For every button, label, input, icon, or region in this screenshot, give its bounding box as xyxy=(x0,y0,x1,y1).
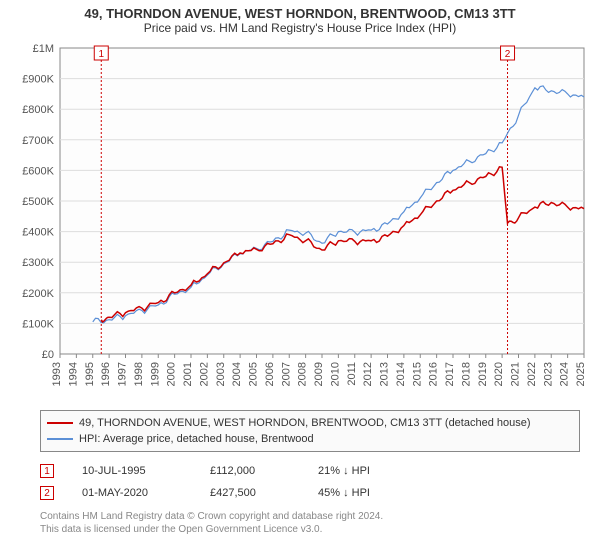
legend-swatch xyxy=(47,422,73,424)
svg-text:1999: 1999 xyxy=(149,362,161,386)
svg-text:2007: 2007 xyxy=(280,362,292,386)
svg-text:2018: 2018 xyxy=(460,362,472,386)
svg-text:2002: 2002 xyxy=(198,362,210,386)
sale-price: £427,500 xyxy=(210,487,290,499)
sale-marker-icon: 2 xyxy=(40,486,54,500)
svg-text:2017: 2017 xyxy=(444,362,456,386)
svg-text:2006: 2006 xyxy=(264,362,276,386)
svg-text:2023: 2023 xyxy=(542,362,554,386)
sale-price: £112,000 xyxy=(210,465,290,477)
svg-text:2021: 2021 xyxy=(510,362,522,386)
chart-subtitle: Price paid vs. HM Land Registry's House … xyxy=(0,21,600,39)
legend-swatch xyxy=(47,438,73,440)
sale-marker-icon: 1 xyxy=(40,464,54,478)
svg-text:2014: 2014 xyxy=(395,362,407,386)
svg-text:£1M: £1M xyxy=(33,43,54,55)
sale-row: 1 10-JUL-1995 £112,000 21% ↓ HPI xyxy=(40,460,408,482)
svg-text:1: 1 xyxy=(98,49,104,60)
sale-diff: 21% ↓ HPI xyxy=(318,465,408,477)
chart-title: 49, THORNDON AVENUE, WEST HORNDON, BRENT… xyxy=(0,0,600,21)
svg-text:2016: 2016 xyxy=(428,362,440,386)
svg-text:2020: 2020 xyxy=(493,362,505,386)
svg-text:1994: 1994 xyxy=(67,362,79,386)
svg-text:£300K: £300K xyxy=(22,257,54,269)
footer-attribution: Contains HM Land Registry data © Crown c… xyxy=(40,510,383,536)
svg-text:2022: 2022 xyxy=(526,362,538,386)
legend-label: 49, THORNDON AVENUE, WEST HORNDON, BRENT… xyxy=(79,415,531,431)
svg-text:2010: 2010 xyxy=(329,362,341,386)
svg-text:2011: 2011 xyxy=(346,362,358,386)
svg-text:£100K: £100K xyxy=(22,318,54,330)
svg-text:2019: 2019 xyxy=(477,362,489,386)
sale-date: 01-MAY-2020 xyxy=(82,487,182,499)
svg-text:£800K: £800K xyxy=(22,104,54,116)
legend: 49, THORNDON AVENUE, WEST HORNDON, BRENT… xyxy=(40,410,580,452)
svg-text:2008: 2008 xyxy=(297,362,309,386)
line-chart-svg: £0 £100K £200K £300K £400K £500K £600K £700K £80… xyxy=(8,42,592,402)
svg-text:£900K: £900K xyxy=(22,74,54,86)
svg-text:2013: 2013 xyxy=(379,362,391,386)
svg-text:2025: 2025 xyxy=(575,362,587,386)
svg-text:1993: 1993 xyxy=(51,362,63,386)
svg-text:£700K: £700K xyxy=(22,135,54,147)
svg-text:£500K: £500K xyxy=(22,196,54,208)
legend-box: 49, THORNDON AVENUE, WEST HORNDON, BRENT… xyxy=(40,410,580,452)
svg-text:£600K: £600K xyxy=(22,165,54,177)
svg-text:1995: 1995 xyxy=(84,362,96,386)
svg-text:2004: 2004 xyxy=(231,362,243,386)
svg-text:2: 2 xyxy=(505,49,511,60)
sale-date: 10-JUL-1995 xyxy=(82,465,182,477)
svg-text:2009: 2009 xyxy=(313,362,325,386)
chart-container: 49, THORNDON AVENUE, WEST HORNDON, BRENT… xyxy=(0,0,600,560)
sale-row: 2 01-MAY-2020 £427,500 45% ↓ HPI xyxy=(40,482,408,504)
chart-area: £0 £100K £200K £300K £400K £500K £600K £700K £80… xyxy=(8,42,592,402)
svg-text:£200K: £200K xyxy=(22,288,54,300)
svg-text:2015: 2015 xyxy=(411,362,423,386)
legend-item: HPI: Average price, detached house, Bren… xyxy=(47,431,573,447)
legend-label: HPI: Average price, detached house, Bren… xyxy=(79,431,314,447)
svg-text:2001: 2001 xyxy=(182,362,194,386)
svg-text:2000: 2000 xyxy=(166,362,178,386)
svg-text:£400K: £400K xyxy=(22,227,54,239)
svg-text:2003: 2003 xyxy=(215,362,227,386)
svg-text:1997: 1997 xyxy=(117,362,129,386)
svg-text:2024: 2024 xyxy=(559,362,571,386)
svg-text:2012: 2012 xyxy=(362,362,374,386)
footer-line: Contains HM Land Registry data © Crown c… xyxy=(40,510,383,523)
svg-text:2005: 2005 xyxy=(248,362,260,386)
svg-text:1998: 1998 xyxy=(133,362,145,386)
sales-table: 1 10-JUL-1995 £112,000 21% ↓ HPI 2 01-MA… xyxy=(40,460,408,504)
legend-item: 49, THORNDON AVENUE, WEST HORNDON, BRENT… xyxy=(47,415,573,431)
footer-line: This data is licensed under the Open Gov… xyxy=(40,523,383,536)
sale-diff: 45% ↓ HPI xyxy=(318,487,408,499)
svg-text:1996: 1996 xyxy=(100,362,112,386)
svg-text:£0: £0 xyxy=(42,349,54,361)
